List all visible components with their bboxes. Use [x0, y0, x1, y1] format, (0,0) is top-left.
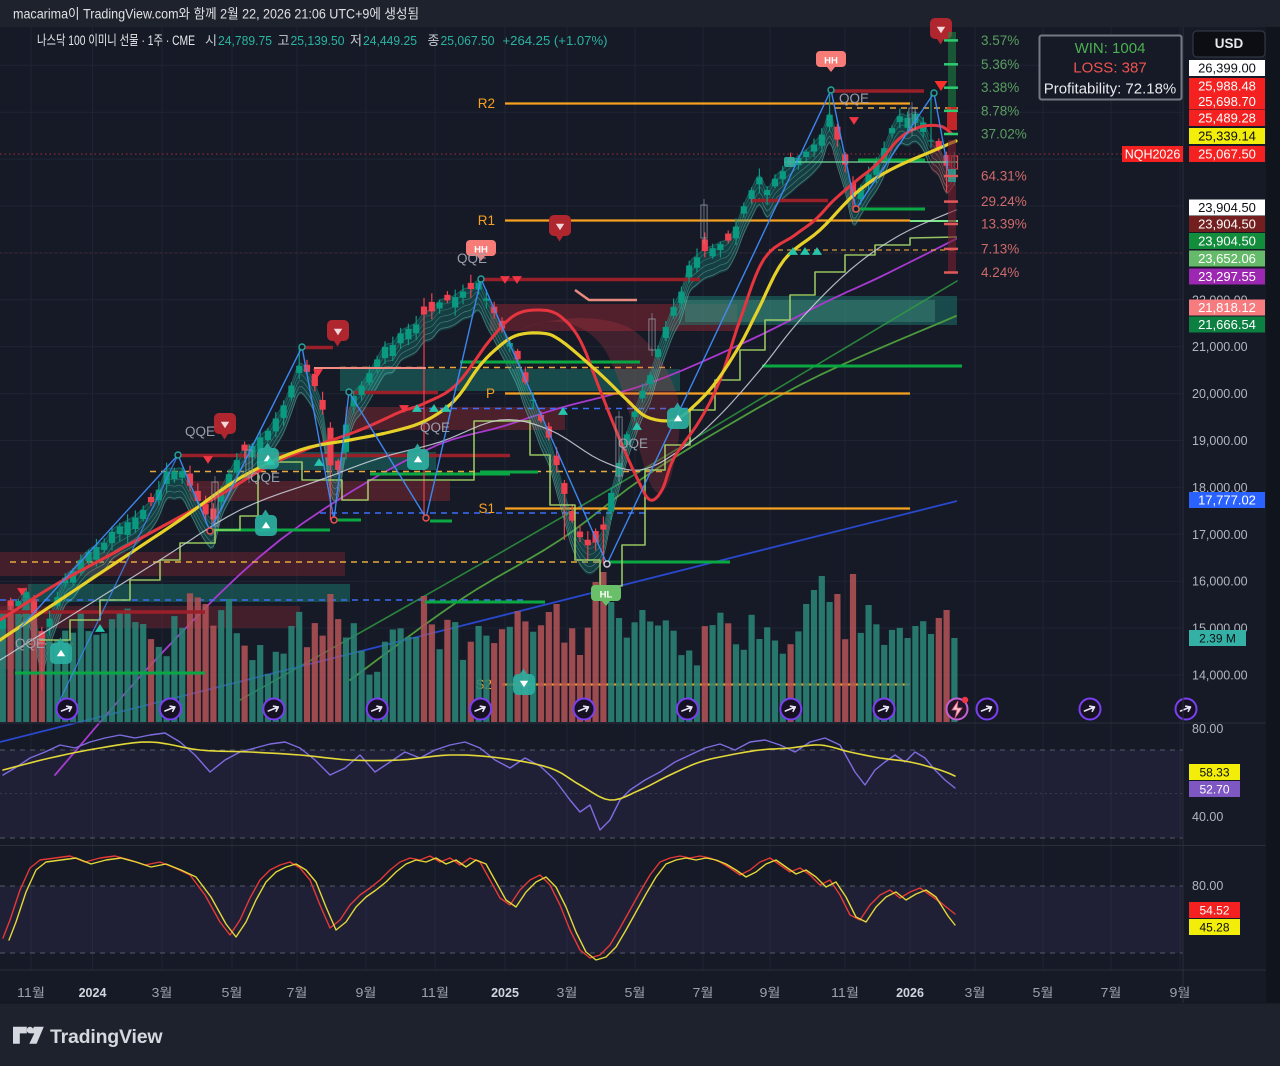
svg-text:macarima이 TradingView.com와 함께: macarima이 TradingView.com와 함께 2월 22, 202…	[13, 7, 419, 22]
svg-text:나스닥 100 이미니 선물 · 1주 · CME: 나스닥 100 이미니 선물 · 1주 · CME	[37, 33, 195, 48]
svg-text:9월: 9월	[760, 986, 781, 1000]
svg-text:26,399.00: 26,399.00	[1198, 60, 1256, 75]
svg-text:QQE: QQE	[839, 91, 869, 106]
svg-text:18,000.00: 18,000.00	[1192, 481, 1248, 495]
svg-text:HH: HH	[824, 56, 838, 67]
svg-text:저: 저	[350, 33, 362, 48]
svg-text:3.57%: 3.57%	[981, 33, 1019, 48]
svg-text:QQE: QQE	[15, 636, 45, 651]
svg-text:QQE: QQE	[185, 424, 215, 439]
svg-text:24,789.75: 24,789.75	[218, 33, 272, 48]
svg-text:7.13%: 7.13%	[981, 241, 1019, 256]
svg-text:종: 종	[428, 33, 440, 48]
svg-text:17,000.00: 17,000.00	[1192, 528, 1248, 542]
svg-text:23,904.50: 23,904.50	[1198, 200, 1256, 215]
svg-text:NQH2026: NQH2026	[1125, 147, 1181, 161]
svg-text:고: 고	[278, 33, 290, 48]
svg-text:11월: 11월	[17, 986, 45, 1000]
svg-text:QQE: QQE	[420, 420, 450, 435]
svg-text:TradingView: TradingView	[50, 1026, 163, 1048]
svg-text:80.00: 80.00	[1192, 879, 1223, 893]
svg-text:QQE: QQE	[250, 470, 280, 485]
svg-text:24,449.25: 24,449.25	[363, 33, 417, 48]
svg-text:+264.25 (+1.07%): +264.25 (+1.07%)	[503, 33, 608, 48]
svg-text:20,000.00: 20,000.00	[1192, 387, 1248, 401]
svg-text:58.33: 58.33	[1199, 765, 1229, 779]
svg-text:25,339.14: 25,339.14	[1198, 128, 1256, 143]
svg-text:29.24%: 29.24%	[981, 194, 1027, 209]
svg-text:R2: R2	[478, 96, 495, 111]
svg-text:23,297.55: 23,297.55	[1198, 269, 1256, 284]
svg-text:45.28: 45.28	[1199, 920, 1229, 934]
svg-text:21,666.54: 21,666.54	[1198, 317, 1256, 332]
svg-text:HL: HL	[600, 590, 613, 601]
svg-text:P: P	[486, 386, 495, 401]
svg-text:64.31%: 64.31%	[981, 169, 1027, 184]
svg-text:25,139.50: 25,139.50	[291, 33, 345, 48]
svg-text:7월: 7월	[1101, 986, 1122, 1000]
svg-text:14,000.00: 14,000.00	[1192, 669, 1248, 683]
svg-text:52.70: 52.70	[1199, 782, 1229, 796]
svg-text:5월: 5월	[625, 986, 646, 1000]
svg-text:5월: 5월	[222, 986, 243, 1000]
svg-text:QQE: QQE	[457, 251, 487, 266]
svg-text:25,698.70: 25,698.70	[1198, 94, 1256, 109]
svg-text:S1: S1	[478, 501, 495, 516]
svg-text:5월: 5월	[1033, 986, 1054, 1000]
svg-text:3.38%: 3.38%	[981, 80, 1019, 95]
svg-text:25,067.50: 25,067.50	[1198, 146, 1256, 161]
svg-text:LOSS: 387: LOSS: 387	[1073, 60, 1146, 77]
svg-text:25,988.48: 25,988.48	[1198, 78, 1256, 93]
svg-text:3월: 3월	[152, 986, 173, 1000]
svg-text:13.39%: 13.39%	[981, 217, 1027, 232]
svg-text:Profitability: 72.18%: Profitability: 72.18%	[1044, 81, 1177, 98]
svg-text:40.00: 40.00	[1192, 810, 1223, 824]
svg-text:USD: USD	[1215, 36, 1244, 51]
svg-text:HH: HH	[474, 245, 488, 256]
svg-text:17,777.02: 17,777.02	[1198, 492, 1256, 507]
svg-text:80.00: 80.00	[1192, 722, 1223, 736]
svg-text:23,652.06: 23,652.06	[1198, 251, 1256, 266]
svg-text:WIN: 1004: WIN: 1004	[1075, 40, 1146, 57]
svg-text:2024: 2024	[79, 986, 107, 1000]
svg-text:2026: 2026	[896, 986, 924, 1000]
svg-text:시: 시	[205, 33, 217, 48]
svg-text:2.39 M: 2.39 M	[1199, 631, 1236, 645]
svg-text:54.52: 54.52	[1199, 903, 1229, 917]
svg-text:21,818.12: 21,818.12	[1198, 300, 1256, 315]
svg-text:23,904.50: 23,904.50	[1198, 233, 1256, 248]
svg-text:4.24%: 4.24%	[981, 265, 1019, 280]
svg-text:7월: 7월	[287, 986, 308, 1000]
svg-text:25,489.28: 25,489.28	[1198, 110, 1256, 125]
svg-text:23,904.50: 23,904.50	[1198, 216, 1256, 231]
svg-text:2025: 2025	[491, 986, 519, 1000]
svg-text:16,000.00: 16,000.00	[1192, 575, 1248, 589]
svg-text:QQE: QQE	[618, 436, 648, 451]
svg-text:37.02%: 37.02%	[981, 127, 1027, 142]
svg-text:9월: 9월	[356, 986, 377, 1000]
svg-text:19,000.00: 19,000.00	[1192, 434, 1248, 448]
svg-text:3월: 3월	[965, 986, 986, 1000]
svg-text:8.78%: 8.78%	[981, 103, 1019, 118]
svg-text:25,067.50: 25,067.50	[441, 33, 495, 48]
svg-text:R1: R1	[478, 213, 495, 228]
svg-text:9월: 9월	[1170, 986, 1191, 1000]
svg-text:5.36%: 5.36%	[981, 57, 1019, 72]
svg-text:11월: 11월	[831, 986, 859, 1000]
svg-text:21,000.00: 21,000.00	[1192, 340, 1248, 354]
svg-text:7월: 7월	[693, 986, 714, 1000]
svg-text:3월: 3월	[557, 986, 578, 1000]
svg-text:11월: 11월	[421, 986, 449, 1000]
